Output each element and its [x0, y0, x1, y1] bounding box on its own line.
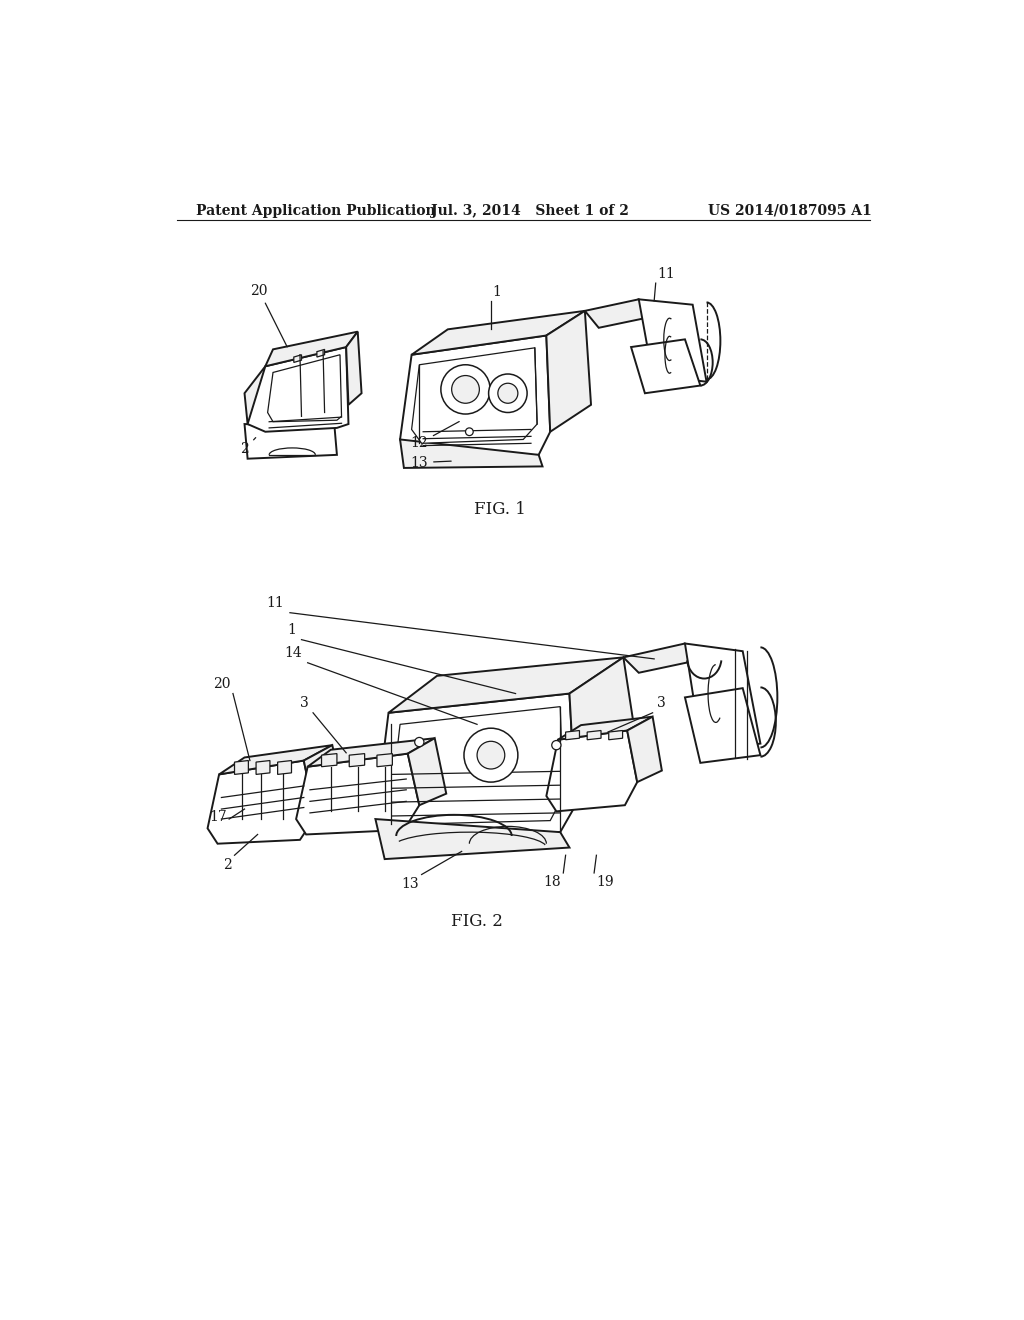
Text: 1: 1	[288, 623, 296, 638]
Polygon shape	[376, 693, 575, 837]
Text: 20: 20	[213, 677, 230, 692]
Polygon shape	[304, 744, 345, 817]
Text: 11: 11	[267, 597, 285, 610]
Polygon shape	[558, 717, 652, 739]
Text: FIG. 2: FIG. 2	[452, 913, 503, 931]
Text: 13: 13	[411, 455, 452, 470]
Text: 20: 20	[251, 284, 287, 347]
Polygon shape	[587, 730, 601, 739]
Text: 2: 2	[223, 858, 232, 871]
Circle shape	[488, 374, 527, 412]
Polygon shape	[245, 367, 267, 424]
Text: 13: 13	[401, 876, 419, 891]
Polygon shape	[628, 717, 662, 781]
Polygon shape	[585, 300, 654, 327]
Circle shape	[441, 364, 490, 414]
Polygon shape	[248, 347, 348, 432]
Circle shape	[464, 729, 518, 781]
Text: Jul. 3, 2014   Sheet 1 of 2: Jul. 3, 2014 Sheet 1 of 2	[431, 203, 629, 218]
Polygon shape	[408, 738, 446, 805]
Text: Patent Application Publication: Patent Application Publication	[196, 203, 435, 218]
Polygon shape	[219, 744, 333, 775]
Polygon shape	[388, 657, 624, 713]
Polygon shape	[412, 312, 585, 355]
Polygon shape	[294, 355, 301, 363]
Polygon shape	[234, 760, 249, 775]
Polygon shape	[400, 335, 550, 459]
Polygon shape	[685, 688, 761, 763]
Polygon shape	[376, 818, 569, 859]
Polygon shape	[400, 440, 543, 469]
Text: 17: 17	[209, 809, 226, 824]
Circle shape	[552, 741, 561, 750]
Text: 3: 3	[657, 697, 666, 710]
Text: FIG. 1: FIG. 1	[474, 502, 526, 517]
Polygon shape	[547, 730, 637, 812]
Polygon shape	[631, 339, 700, 393]
Text: 1: 1	[493, 285, 502, 298]
Polygon shape	[267, 355, 342, 422]
Polygon shape	[307, 738, 435, 767]
Polygon shape	[624, 644, 705, 673]
Circle shape	[452, 376, 479, 404]
Polygon shape	[685, 644, 761, 751]
Circle shape	[498, 383, 518, 404]
Polygon shape	[390, 706, 563, 825]
Text: 11: 11	[657, 267, 675, 281]
Circle shape	[415, 738, 424, 747]
Polygon shape	[316, 350, 325, 358]
Text: US 2014/0187095 A1: US 2014/0187095 A1	[708, 203, 871, 218]
Text: 19: 19	[596, 875, 614, 890]
Polygon shape	[349, 754, 365, 767]
Polygon shape	[569, 657, 639, 805]
Polygon shape	[565, 730, 580, 739]
Polygon shape	[639, 300, 707, 381]
Polygon shape	[208, 760, 315, 843]
Polygon shape	[608, 730, 623, 739]
Text: 18: 18	[544, 875, 561, 890]
Text: 2: 2	[241, 438, 256, 457]
Circle shape	[466, 428, 473, 436]
Polygon shape	[256, 760, 270, 775]
Text: 3: 3	[300, 697, 309, 710]
Polygon shape	[296, 754, 419, 834]
Polygon shape	[245, 424, 337, 459]
Polygon shape	[265, 331, 357, 367]
Polygon shape	[346, 331, 361, 405]
Circle shape	[477, 742, 505, 770]
Polygon shape	[322, 754, 337, 767]
Polygon shape	[412, 348, 538, 444]
Polygon shape	[377, 754, 392, 767]
Text: 12: 12	[411, 421, 459, 450]
Polygon shape	[278, 760, 292, 775]
Polygon shape	[547, 312, 591, 432]
Text: 14: 14	[285, 647, 302, 660]
